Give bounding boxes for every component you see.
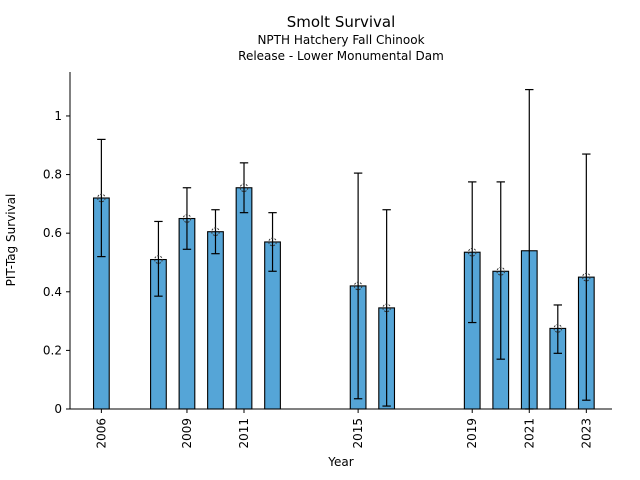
bar-2010 — [207, 231, 224, 410]
x-tick-label: 2011 — [237, 418, 251, 449]
chart-title: Smolt Survival — [287, 13, 396, 31]
plot-area: 0 0.2 0.4 0.6 0.8 1 2006 2009 2011 2015 2019 2021 20… — [43, 72, 612, 449]
point-marker-2008 — [154, 255, 163, 264]
x-tick-label: 2006 — [94, 418, 108, 449]
point-marker-2022 — [553, 324, 563, 333]
x-tick-label: 2009 — [180, 418, 194, 449]
x-axis-label: Year — [327, 455, 353, 469]
point-marker-2012 — [268, 237, 277, 247]
x-tick-label: 2021 — [522, 418, 536, 449]
y-tick-label: 0.2 — [43, 343, 62, 357]
x-tick-label: 2019 — [465, 418, 479, 449]
bar-2011 — [235, 187, 253, 410]
chart-subtitle-line1: NPTH Hatchery Fall Chinook — [257, 33, 424, 47]
y-tick-label: 0.4 — [43, 285, 62, 299]
point-marker-2009 — [182, 214, 192, 223]
chart-subtitle-line2: Release - Lower Monumental Dam — [238, 49, 444, 63]
point-marker-2019 — [467, 247, 477, 257]
point-marker-2023 — [582, 272, 591, 282]
y-tick-label: 0.6 — [43, 226, 62, 240]
point-marker-2006 — [97, 193, 106, 203]
y-axis-label: PIT-Tag Survival — [4, 194, 18, 287]
point-marker-2010 — [211, 227, 220, 237]
y-tick-label: 0 — [54, 402, 62, 416]
x-tick-label: 2015 — [351, 418, 365, 449]
point-marker-2015 — [353, 281, 363, 291]
y-tick-label: 1 — [54, 109, 62, 123]
point-marker-2016 — [382, 303, 391, 313]
x-tick-label: 2023 — [579, 418, 593, 449]
point-marker-2020 — [496, 266, 506, 276]
y-tick-label: 0.8 — [43, 168, 62, 182]
point-marker-2011 — [239, 183, 249, 193]
